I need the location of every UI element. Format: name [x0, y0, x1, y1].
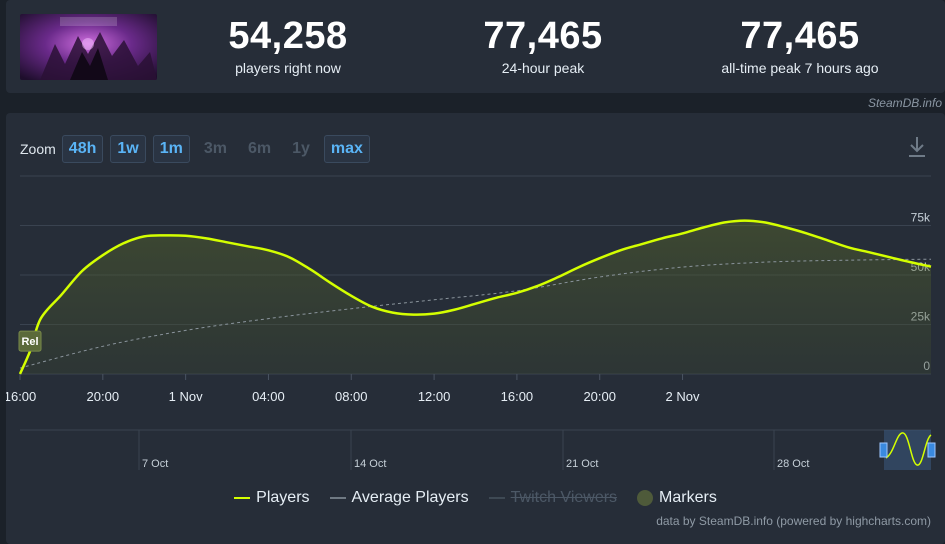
chart-credits[interactable]: data by SteamDB.info (powered by highcha…	[656, 514, 931, 528]
stat-current-players: 54,258 players right now	[168, 14, 408, 76]
release-marker-flag	[18, 330, 42, 352]
game-cover-image[interactable]	[20, 14, 157, 80]
legend-swatch-markers	[637, 490, 654, 506]
game-cover-art	[20, 14, 157, 80]
navigator[interactable]: 7 Oct 14 Oct 21 Oct 28 Oct	[20, 429, 936, 470]
legend-item-twitch-viewers[interactable]: Twitch Viewers	[488, 489, 618, 507]
navigator-date-label: 28 Oct	[777, 458, 809, 470]
zoom-48h-button[interactable]: 48h	[61, 135, 104, 163]
legend-label-average-players: Average Players	[351, 489, 469, 506]
x-tick-label: 16:00	[6, 389, 36, 404]
zoom-1m-button[interactable]: 1m	[152, 135, 190, 163]
chart-legend: Players Average Players Twitch Viewers M…	[6, 489, 945, 507]
legend-label-players: Players	[256, 489, 310, 506]
zoom-1y-button[interactable]: 1y	[292, 140, 310, 157]
navigator-handle-left	[879, 442, 888, 458]
x-tick-label: 16:00	[501, 389, 534, 404]
legend-swatch-average	[329, 497, 346, 499]
navigator-date-label: 14 Oct	[354, 458, 386, 470]
legend-item-markers[interactable]: Markers	[637, 489, 717, 507]
legend-label-markers: Markers	[659, 489, 717, 506]
zoom-label: Zoom	[20, 141, 56, 157]
current-players-label: players right now	[235, 60, 341, 76]
steamdb-attribution[interactable]: SteamDB.info	[867, 96, 942, 110]
legend-swatch-players	[234, 497, 251, 499]
peak-24h-value: 77,465	[483, 15, 603, 57]
stats-panel: 54,258 players right now 77,465 24-hour …	[6, 0, 945, 93]
x-tick-label: 2 Nov	[666, 389, 700, 404]
legend-label-twitch-viewers: Twitch Viewers	[510, 489, 618, 506]
navigator-handle-right	[927, 442, 936, 458]
legend-item-average-players[interactable]: Average Players	[329, 489, 469, 507]
all-time-peak-label: all-time peak 7 hours ago	[721, 60, 879, 76]
x-tick-label: 20:00	[87, 389, 120, 404]
legend-item-players[interactable]: Players	[234, 489, 310, 507]
x-tick-label: 08:00	[335, 389, 368, 404]
zoom-3m-button[interactable]: 3m	[203, 140, 227, 157]
zoom-controls: Zoom 48h 1w 1m 3m 6m 1y max	[20, 135, 377, 163]
zoom-6m-button[interactable]: 6m	[247, 140, 272, 157]
legend-swatch-twitch	[488, 497, 505, 499]
x-tick-label: 04:00	[252, 389, 285, 404]
peak-24h-label: 24-hour peak	[501, 60, 585, 76]
stat-all-time-peak: 77,465 all-time peak 7 hours ago	[680, 14, 920, 76]
zoom-max-button[interactable]: max	[323, 135, 370, 163]
logo-band	[60, 17, 117, 26]
x-axis-ticks: 16:00 20:00 1 Nov 04:00 08:00 12:00 16:00 20:00…	[6, 374, 700, 404]
x-tick-label: 12:00	[418, 389, 451, 404]
navigator-series-line	[885, 432, 932, 466]
chart-panel: Zoom 48h 1w 1m 3m 6m 1y max 025k50k75k R…	[6, 113, 945, 544]
average-players-line	[19, 258, 932, 369]
stat-24h-peak: 77,465 24-hour peak	[423, 14, 663, 76]
navigator-date-label: 21 Oct	[566, 458, 598, 470]
current-players-value: 54,258	[228, 15, 348, 57]
download-icon[interactable]	[907, 135, 927, 159]
navigator-date-label: 7 Oct	[142, 458, 168, 470]
zoom-1w-button[interactable]: 1w	[110, 135, 146, 163]
x-tick-label: 1 Nov	[169, 389, 203, 404]
players-line	[18, 219, 932, 375]
players-area	[20, 220, 931, 374]
y-tick-label: 75k	[911, 211, 931, 225]
all-time-peak-value: 77,465	[740, 15, 860, 57]
markers-layer: Rel	[18, 330, 42, 352]
x-tick-label: 20:00	[583, 389, 616, 404]
release-marker-label: Rel	[21, 336, 38, 348]
series-layer	[18, 219, 932, 375]
